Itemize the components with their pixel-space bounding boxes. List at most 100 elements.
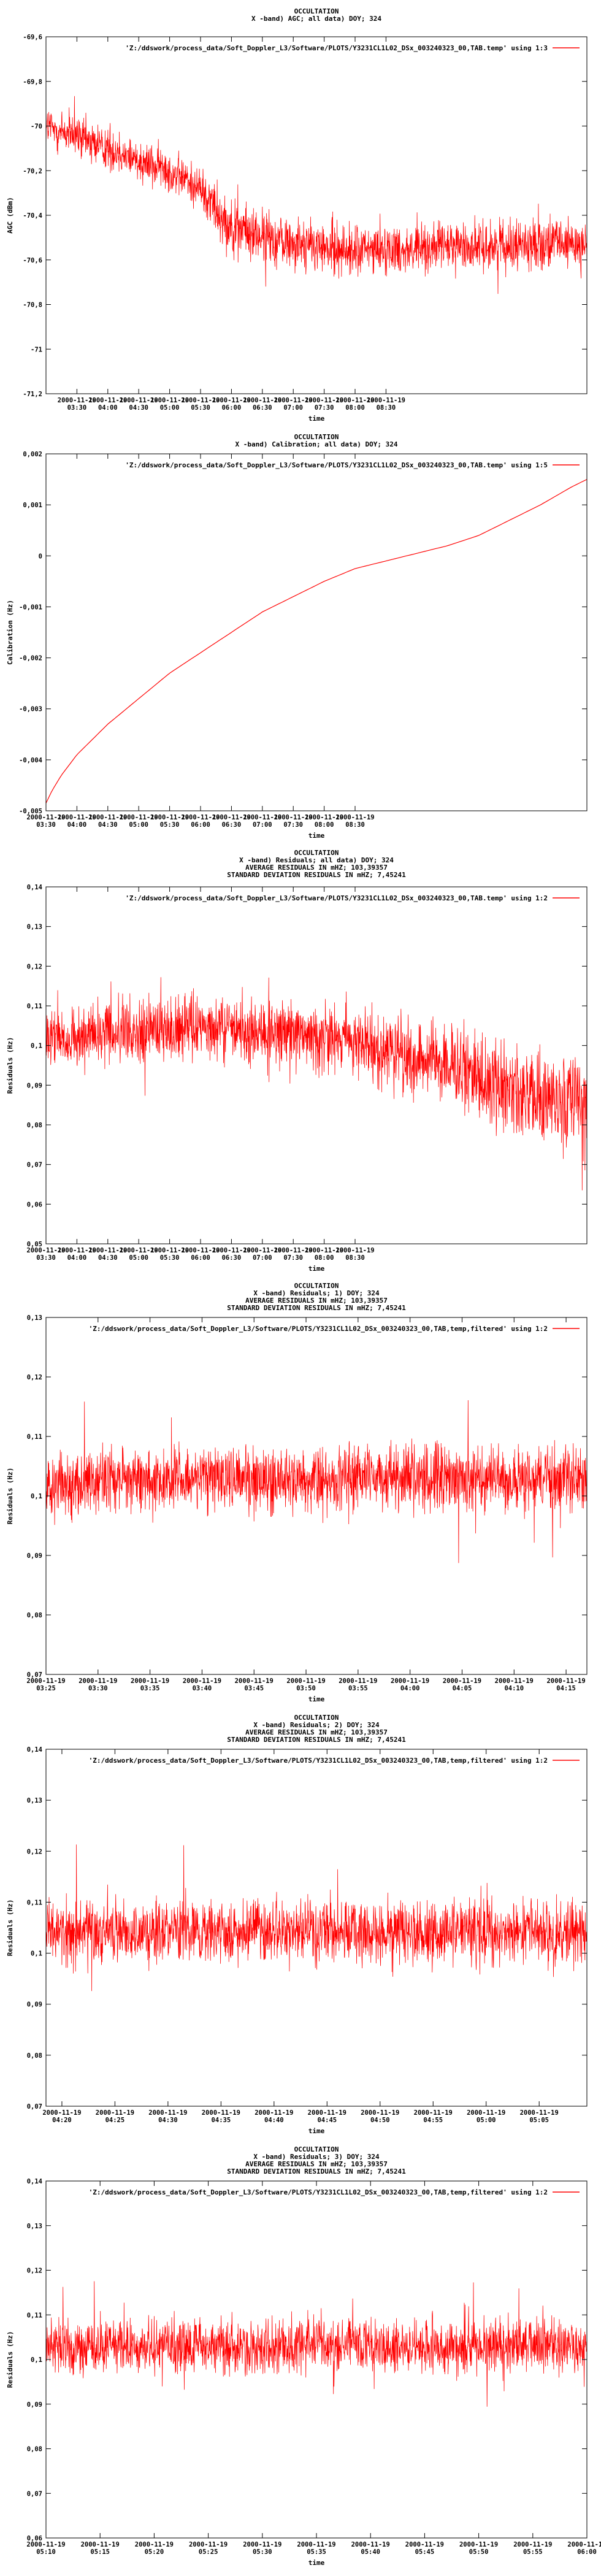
x-tick-label-time: 03:30 xyxy=(67,404,87,412)
x-tick-label-time: 06:00 xyxy=(191,1254,210,1262)
x-tick-label-time: 05:25 xyxy=(199,2548,218,2556)
x-tick-label-date: 2000-11-19 xyxy=(26,814,65,821)
x-tick-label-time: 05:30 xyxy=(160,1254,180,1262)
chart-title-line: OCCULTATION xyxy=(294,849,339,857)
x-tick-label-time: 04:30 xyxy=(158,2117,178,2124)
chart-title-line: STANDARD DEVIATION RESIDUALS IN mHZ; 7,4… xyxy=(227,1304,406,1312)
x-tick-label-date: 2000-11-19 xyxy=(58,814,96,821)
series-line xyxy=(46,2281,587,2407)
x-tick-label-date: 2000-11-19 xyxy=(202,2109,240,2117)
series-line xyxy=(46,479,587,803)
x-axis-label: time xyxy=(308,415,325,423)
x-axis-label: time xyxy=(308,832,325,840)
x-tick-label-date: 2000-11-19 xyxy=(26,2541,65,2548)
x-tick-label-date: 2000-11-19 xyxy=(120,1247,158,1254)
x-tick-label-date: 2000-11-19 xyxy=(58,397,96,404)
x-tick-label-time: 03:30 xyxy=(88,1685,108,1692)
x-tick-label-time: 03:25 xyxy=(36,1685,56,1692)
chart-title-line: OCCULTATION xyxy=(294,7,339,15)
x-tick-label-date: 2000-11-19 xyxy=(88,397,127,404)
x-axis-label: time xyxy=(308,2559,325,2567)
y-tick-label: -0,002 xyxy=(19,655,42,662)
x-tick-label-date: 2000-11-19 xyxy=(305,1247,343,1254)
y-tick-label: 0,06 xyxy=(27,2535,42,2542)
x-tick-label-time: 04:10 xyxy=(504,1685,524,1692)
x-tick-label-time: 05:50 xyxy=(469,2548,489,2556)
x-tick-label-time: 04:05 xyxy=(453,1685,472,1692)
x-tick-label-time: 05:10 xyxy=(36,2548,56,2556)
x-tick-label-time: 04:35 xyxy=(212,2117,231,2124)
y-axis-label: Residuals (Hz) xyxy=(6,1899,14,1957)
x-tick-label-date: 2000-11-19 xyxy=(212,1247,251,1254)
chart-title-line: AVERAGE RESIDUALS IN mHZ; 103,39357 xyxy=(245,864,388,872)
x-tick-label-time: 05:00 xyxy=(160,404,180,412)
plot-frame xyxy=(45,1749,588,2107)
x-tick-label-date: 2000-11-19 xyxy=(520,2109,559,2117)
y-axis-label: Residuals (Hz) xyxy=(6,2331,14,2388)
y-tick-label: 0,002 xyxy=(23,451,42,458)
x-tick-label-date: 2000-11-19 xyxy=(335,1247,374,1254)
x-tick-label-date: 2000-11-19 xyxy=(88,814,127,821)
y-tick-label: 0,09 xyxy=(27,1552,42,1560)
x-tick-label-date: 2000-11-19 xyxy=(255,2109,293,2117)
x-tick-label-date: 2000-11-19 xyxy=(181,397,220,404)
x-tick-label-date: 2000-11-19 xyxy=(305,397,343,404)
x-tick-label-time: 04:30 xyxy=(98,821,118,829)
x-tick-label-date: 2000-11-19 xyxy=(286,1677,325,1685)
chart-title-line: X -band) Residuals; 1) DOY; 324 xyxy=(253,1289,380,1297)
chart-title-line: OCCULTATION xyxy=(294,433,339,441)
y-tick-label: 0,07 xyxy=(27,1671,42,1679)
y-axis-label: Residuals (Hz) xyxy=(6,1468,14,1525)
y-tick-label: -71 xyxy=(31,346,42,353)
x-tick-label-time: 04:20 xyxy=(52,2117,72,2124)
x-tick-label-time: 03:30 xyxy=(36,821,56,829)
x-tick-label-date: 2000-11-19 xyxy=(88,1247,127,1254)
x-tick-label-date: 2000-11-19 xyxy=(58,1247,96,1254)
x-tick-label-date: 2000-11-19 xyxy=(546,1677,585,1685)
x-tick-label-time: 08:30 xyxy=(345,821,365,829)
chart-title-line: AVERAGE RESIDUALS IN mHZ; 103,39357 xyxy=(245,1728,388,1736)
y-tick-label: 0,11 xyxy=(27,1433,42,1441)
x-tick-label-time: 03:55 xyxy=(348,1685,368,1692)
x-tick-label-date: 2000-11-19 xyxy=(243,2541,281,2548)
x-tick-label-date: 2000-11-19 xyxy=(181,814,220,821)
x-tick-label-date: 2000-11-19 xyxy=(189,2541,228,2548)
x-tick-label-time: 04:00 xyxy=(67,1254,87,1262)
y-tick-label: -0,005 xyxy=(19,808,42,815)
x-tick-label-time: 04:55 xyxy=(423,2117,443,2124)
series-line xyxy=(46,96,587,294)
chart-title-line: X -band) Residuals; 2) DOY; 324 xyxy=(253,1721,380,1729)
x-tick-label-time: 08:00 xyxy=(345,404,365,412)
x-tick-label-time: 08:00 xyxy=(315,821,334,829)
x-tick-label-date: 2000-11-19 xyxy=(150,814,189,821)
x-tick-label-time: 04:30 xyxy=(129,404,148,412)
x-tick-label-time: 05:00 xyxy=(129,821,148,829)
x-tick-label-date: 2000-11-19 xyxy=(26,1677,65,1685)
x-tick-label-date: 2000-11-19 xyxy=(243,1247,281,1254)
x-tick-label-time: 04:00 xyxy=(400,1685,420,1692)
y-tick-label: 0,06 xyxy=(27,1201,42,1208)
x-tick-label-date: 2000-11-19 xyxy=(243,814,281,821)
x-tick-label-time: 06:30 xyxy=(253,404,272,412)
y-tick-label: 0,12 xyxy=(27,963,42,970)
x-tick-label-date: 2000-11-19 xyxy=(459,2541,498,2548)
x-tick-label-time: 05:30 xyxy=(253,2548,272,2556)
x-tick-label-time: 08:30 xyxy=(377,404,396,412)
x-tick-label-time: 05:35 xyxy=(307,2548,326,2556)
x-tick-label-date: 2000-11-19 xyxy=(351,2541,390,2548)
x-tick-label-date: 2000-11-19 xyxy=(81,2541,120,2548)
chart-title-line: STANDARD DEVIATION RESIDUALS IN mHZ; 7,4… xyxy=(227,2168,406,2175)
x-tick-label-date: 2000-11-19 xyxy=(567,2541,601,2548)
x-tick-label-date: 2000-11-19 xyxy=(42,2109,81,2117)
x-tick-label-date: 2000-11-19 xyxy=(148,2109,187,2117)
series-line xyxy=(46,1400,587,1563)
x-tick-label-date: 2000-11-19 xyxy=(361,2109,399,2117)
x-tick-label-date: 2000-11-19 xyxy=(297,2541,335,2548)
y-axis-label: Residuals (Hz) xyxy=(6,1037,14,1094)
chart-title-line: X -band) AGC; all data) DOY; 324 xyxy=(251,15,381,23)
x-tick-label-time: 06:30 xyxy=(222,821,242,829)
y-tick-label: 0,11 xyxy=(27,1003,42,1010)
y-tick-label: -70,8 xyxy=(23,302,42,309)
x-tick-label-time: 03:50 xyxy=(296,1685,316,1692)
